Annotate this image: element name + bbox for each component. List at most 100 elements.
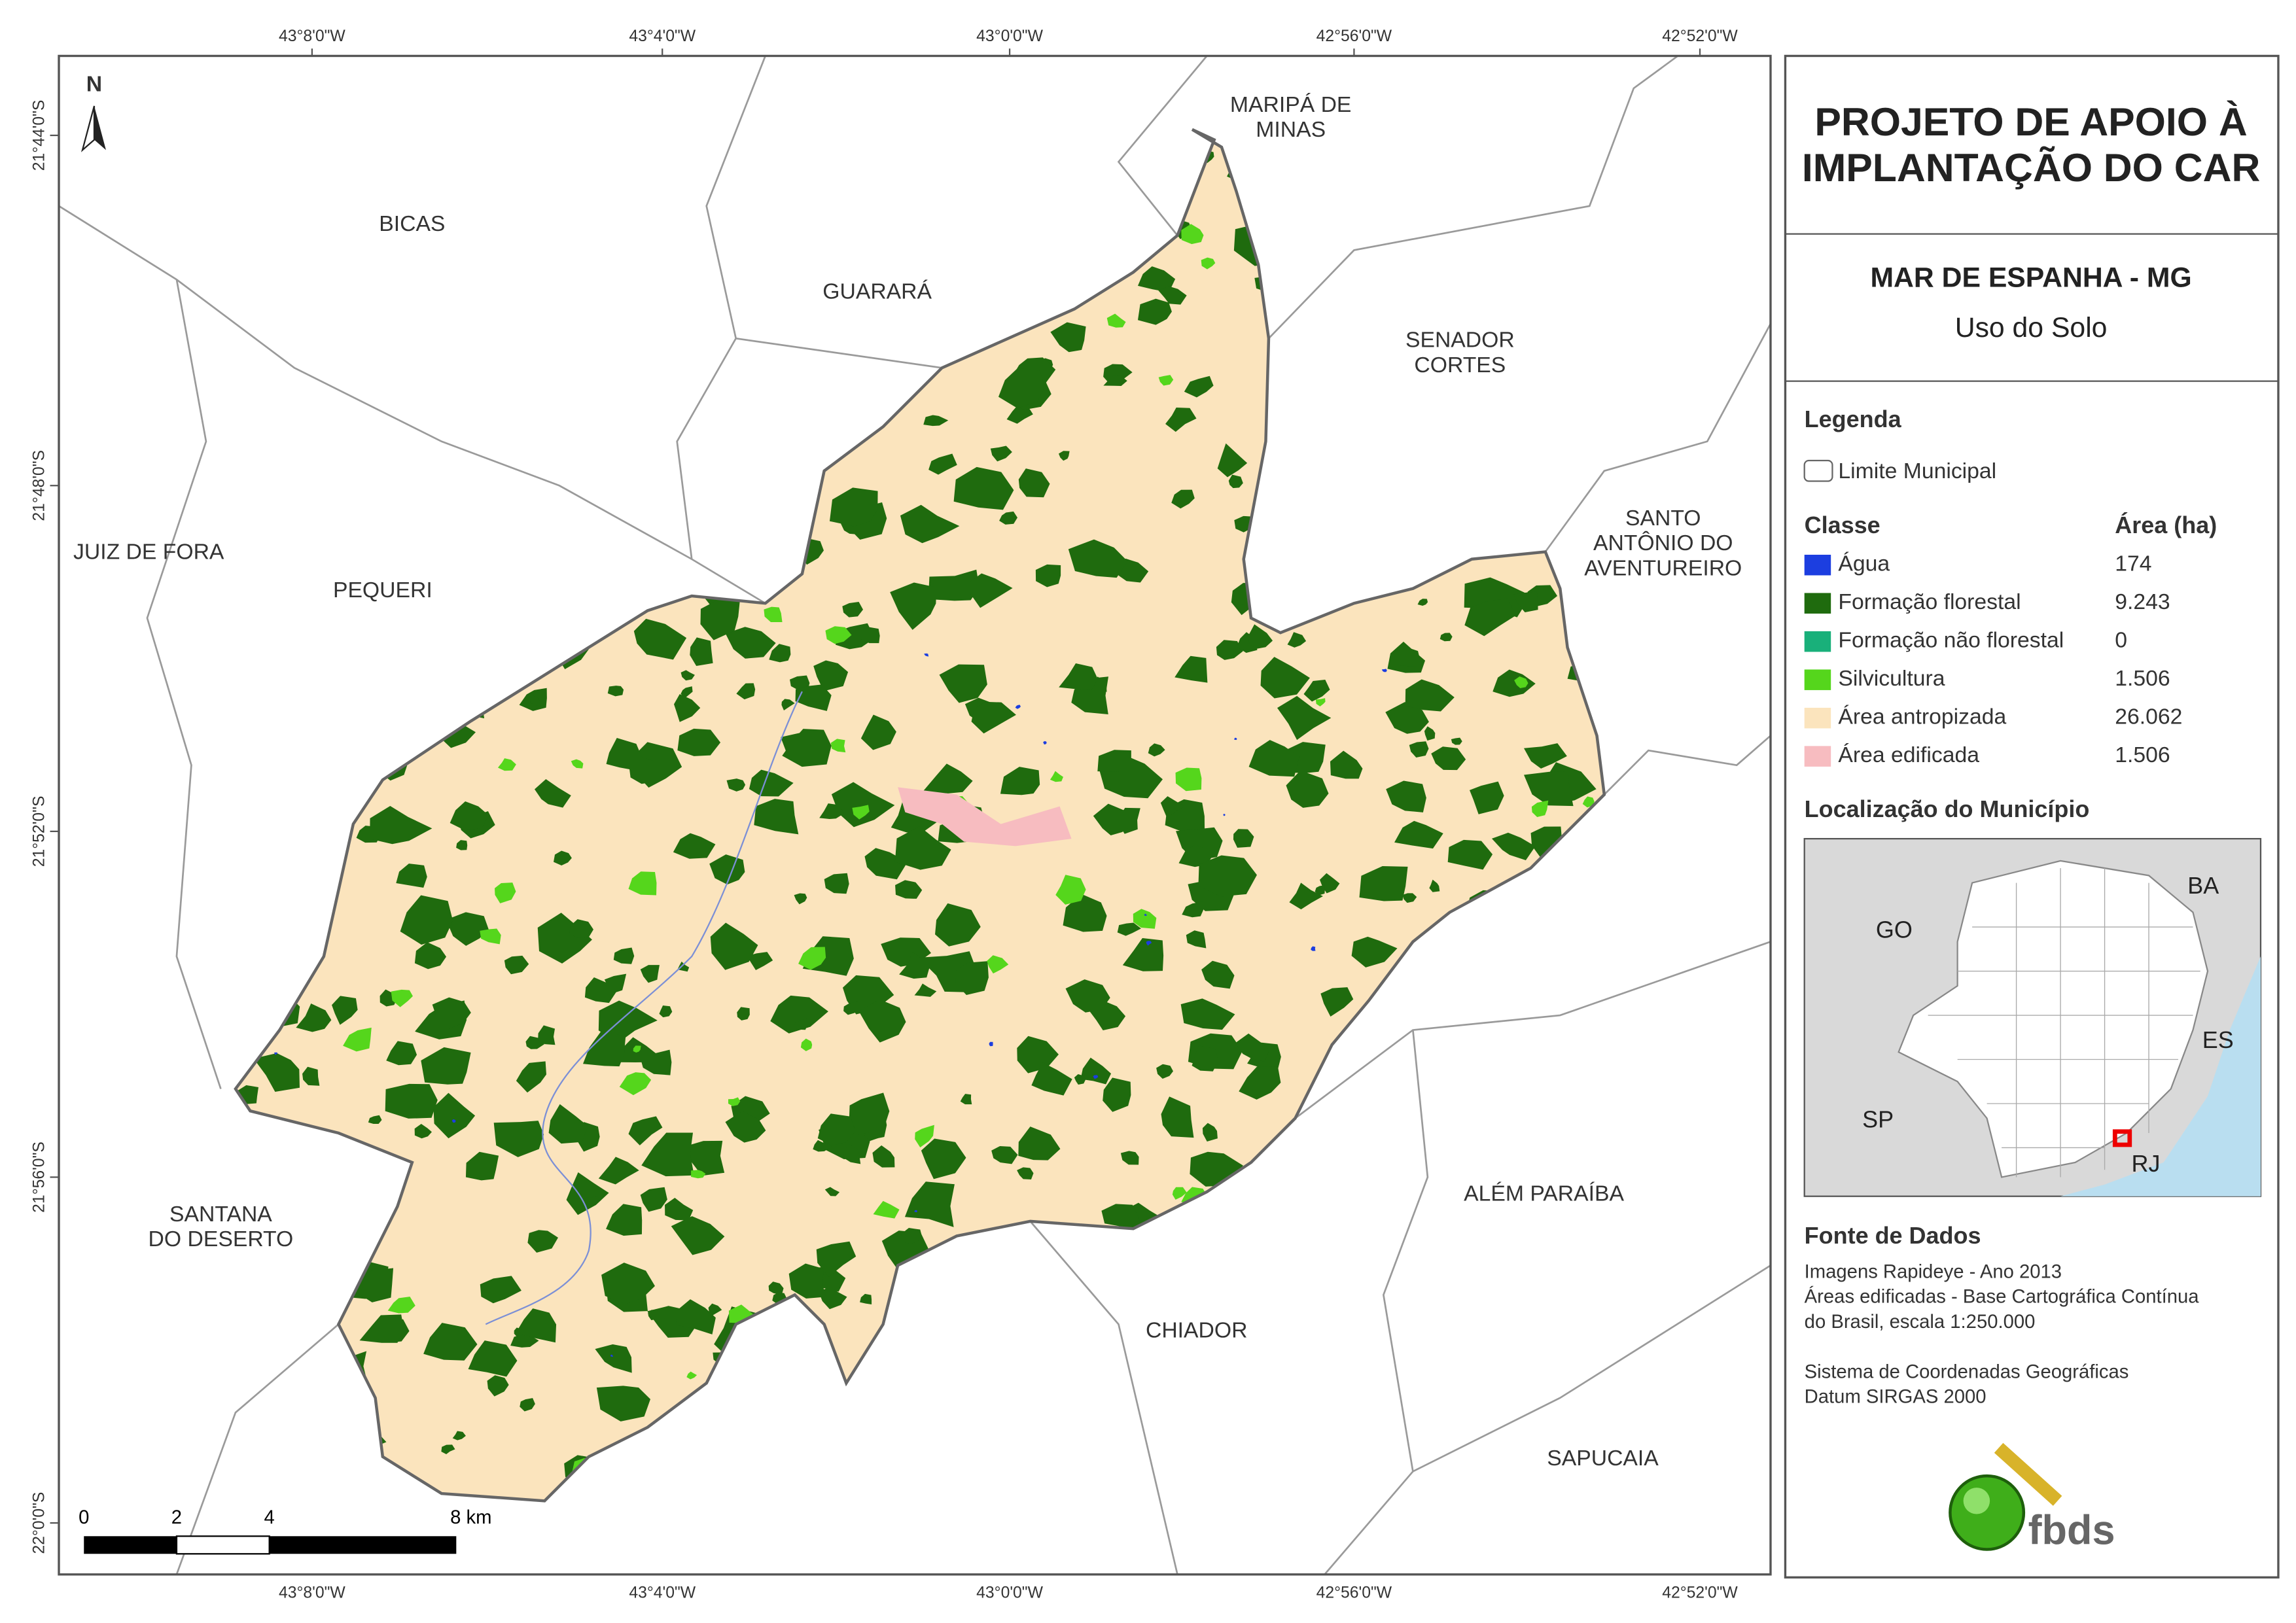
sources-title: Fonte de Dados xyxy=(1805,1222,1981,1249)
land-cover-patch xyxy=(504,955,529,975)
land-cover-patch xyxy=(452,1431,466,1440)
land-cover-patch xyxy=(955,961,989,995)
land-cover-patch xyxy=(819,803,844,819)
land-cover-patch xyxy=(928,569,980,601)
land-cover-patch xyxy=(606,738,643,771)
land-cover-patch xyxy=(671,1216,725,1255)
state-label: ES xyxy=(2202,1026,2234,1053)
land-cover-patch xyxy=(641,1132,694,1177)
land-cover-patch xyxy=(659,1005,673,1018)
land-cover-patch xyxy=(795,684,832,711)
land-cover-patch xyxy=(1359,865,1408,901)
river xyxy=(485,691,803,1325)
land-cover-patch xyxy=(456,840,468,850)
land-cover-patch xyxy=(736,683,756,700)
neighbor-name: BICAS xyxy=(379,211,445,236)
land-cover-patch xyxy=(1403,893,1417,903)
land-cover-patch xyxy=(768,1282,784,1295)
land-cover-patch xyxy=(613,947,635,964)
land-cover-patch xyxy=(1106,313,1126,328)
land-cover-patch xyxy=(1239,1066,1281,1100)
neighbor-name: ALÉM PARAÍBA xyxy=(1464,1181,1624,1206)
land-cover-patch xyxy=(1233,829,1254,848)
legend-area: 26.062 xyxy=(2115,705,2182,729)
land-cover-patch xyxy=(343,1027,372,1052)
land-cover-patch xyxy=(400,895,453,945)
land-cover-patch xyxy=(825,626,852,644)
land-cover-patch xyxy=(1202,1123,1218,1142)
land-cover-patch xyxy=(274,1052,278,1055)
source-line: Sistema de Coordenadas Geográficas xyxy=(1805,1361,2129,1382)
land-cover-patch xyxy=(423,1323,478,1361)
land-cover-patch xyxy=(1093,1075,1099,1079)
land-cover-patch xyxy=(1063,894,1107,932)
land-cover-patch xyxy=(1451,737,1462,745)
neighbor-name: SANTANA xyxy=(169,1202,272,1227)
land-cover-patch xyxy=(1158,375,1174,386)
land-cover-patch xyxy=(640,1187,667,1212)
map-frame xyxy=(58,54,1772,1576)
land-cover-patch xyxy=(356,1268,394,1302)
scale-label: 0 xyxy=(79,1507,89,1528)
land-cover-patch xyxy=(1172,1187,1187,1200)
land-cover-patch xyxy=(516,1308,557,1343)
land-cover-patch xyxy=(1018,1126,1061,1161)
location-marker xyxy=(2112,1129,2132,1147)
land-cover-patch xyxy=(1464,598,1517,637)
legend-class: Formação florestal xyxy=(1838,589,2021,614)
land-cover-patch xyxy=(441,1444,455,1455)
legend-class: Área edificada xyxy=(1838,742,1979,767)
land-cover-patch xyxy=(852,805,870,820)
land-cover-patch xyxy=(370,805,433,845)
land-cover-patch xyxy=(629,756,663,784)
land-cover-patch xyxy=(684,1140,725,1176)
neighbor-name: MARIPÁ DE xyxy=(1230,92,1351,117)
neighbor-name: SAPUCAIA xyxy=(1547,1446,1659,1471)
boundary xyxy=(1603,735,1771,795)
land-cover-patch xyxy=(793,1018,808,1030)
title-line: IMPLANTAÇÃO DO CAR xyxy=(1802,145,2260,190)
boundary xyxy=(1267,56,1679,340)
land-cover-patch xyxy=(1133,909,1157,929)
land-cover-patch xyxy=(606,1204,643,1236)
land-cover-patch xyxy=(586,1196,601,1206)
land-cover-patch xyxy=(991,1145,1018,1164)
land-cover-patch xyxy=(904,1181,955,1227)
land-cover-patch xyxy=(813,1140,832,1152)
land-cover-patch xyxy=(686,1371,698,1380)
land-cover-patch xyxy=(971,701,1016,734)
land-cover-patch xyxy=(516,1061,546,1093)
land-cover-patch xyxy=(873,1200,900,1219)
land-cover-patch xyxy=(999,511,1017,525)
land-cover-patch xyxy=(1097,750,1131,772)
land-cover-patch xyxy=(680,686,693,699)
land-cover-patch xyxy=(1006,406,1033,424)
legend-area: 1.506 xyxy=(2115,666,2170,691)
logo: fbds xyxy=(1949,1442,2115,1553)
land-cover-patch xyxy=(1137,298,1172,325)
logo-bar xyxy=(1994,1442,2062,1506)
boundary-label: Limite Municipal xyxy=(1838,459,1996,483)
latitude-label: 22°0'0"S xyxy=(30,1492,48,1554)
land-cover-patch xyxy=(530,695,542,707)
land-cover-patch xyxy=(332,996,358,1025)
land-cover-patch xyxy=(525,1036,545,1049)
land-cover-patch xyxy=(857,627,880,644)
land-cover-patch xyxy=(1171,489,1195,509)
land-cover-patch xyxy=(1394,647,1420,667)
land-cover-patch xyxy=(1523,743,1567,769)
legend-title: Legenda xyxy=(1805,406,1902,432)
land-cover-patch xyxy=(633,1045,641,1053)
land-cover-patch xyxy=(872,1145,895,1168)
land-cover-patch xyxy=(633,618,687,660)
land-cover-patch xyxy=(1491,832,1536,860)
longitude-label: 42°52'0"W xyxy=(1662,27,1738,45)
scale-segment xyxy=(175,1535,270,1555)
land-cover-patch xyxy=(1431,746,1466,771)
land-cover-patch xyxy=(1286,770,1329,808)
theme: Uso do Solo xyxy=(1955,312,2108,343)
land-cover-patch xyxy=(901,1228,923,1244)
land-cover-patch xyxy=(1184,375,1214,398)
land-cover-patch xyxy=(1320,987,1354,1017)
